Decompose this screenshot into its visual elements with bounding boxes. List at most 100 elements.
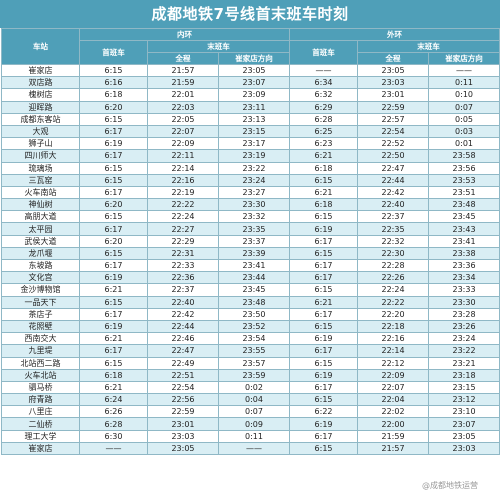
table-row: 双店路 6:16 21:59 23:07 6:34 23:03 0:11 (1, 76, 500, 90)
inner-first-cell: 6:21 (79, 332, 148, 346)
header-inner-full: 全程 (147, 52, 219, 65)
inner-last-full-cell: 21:59 (147, 76, 219, 90)
table-row: 花照壁 6:19 22:44 23:52 6:15 22:18 23:26 (1, 319, 500, 334)
header-inner-last-train: 末班车 (146, 40, 291, 53)
header-outer-first-train: 首班车 (289, 40, 359, 65)
header-outer-loop: 外环 (289, 28, 500, 41)
table-row: 崔家店 —— 23:05 —— 6:15 21:57 23:03 (1, 441, 500, 456)
inner-last-cuijia-cell: 23:44 (217, 271, 291, 285)
table-row: 东坡路 6:17 22:33 23:41 6:17 22:28 23:36 (1, 258, 500, 273)
outer-last-full-cell: 21:57 (357, 441, 430, 456)
station-name-cell: 槐树店 (1, 88, 80, 102)
inner-last-full-cell: 22:33 (147, 258, 219, 273)
outer-last-cuijia-cell: 23:21 (428, 356, 500, 370)
inner-first-cell: 6:15 (79, 356, 148, 370)
inner-first-cell: 6:24 (79, 393, 148, 407)
inner-last-cuijia-cell: 0:04 (217, 393, 291, 407)
station-name-cell: 二仙桥 (1, 417, 80, 431)
station-name-cell: 火车北站 (1, 368, 80, 382)
table-row: 二仙桥 6:28 23:01 0:09 6:19 22:00 23:07 (1, 417, 500, 431)
table-row: 三瓦窑 6:15 22:16 23:24 6:15 22:44 23:53 (1, 173, 500, 187)
inner-first-cell: 6:17 (79, 185, 148, 200)
inner-last-cuijia-cell: 23:32 (217, 210, 291, 224)
outer-last-cuijia-cell: 23:43 (428, 222, 500, 236)
outer-last-full-cell: 22:12 (357, 356, 430, 370)
inner-last-cuijia-cell: 23:35 (217, 222, 291, 236)
inner-last-cuijia-cell: 23:07 (217, 76, 291, 90)
inner-last-full-cell: 23:01 (147, 417, 219, 431)
inner-last-cuijia-cell: 23:37 (217, 234, 291, 248)
outer-last-cuijia-cell: 23:24 (428, 332, 500, 346)
header-inner-to-cuijia: 崔家店方向 (217, 52, 291, 65)
inner-last-cuijia-cell: 0:02 (217, 380, 291, 395)
table-row: 大观 6:17 22:07 23:15 6:25 22:54 0:03 (1, 124, 500, 139)
table-row: 四川师大 6:17 22:11 23:19 6:21 22:50 23:58 (1, 149, 500, 163)
outer-first-cell: 6:19 (289, 368, 359, 382)
inner-last-full-cell: 22:05 (147, 112, 219, 126)
inner-last-full-cell: 22:29 (147, 234, 219, 248)
outer-last-full-cell: 22:02 (357, 405, 430, 419)
station-name-cell: 驷马桥 (1, 380, 80, 395)
outer-last-cuijia-cell: 0:07 (428, 100, 500, 114)
outer-first-cell: 6:29 (289, 100, 359, 114)
outer-last-full-cell: 22:20 (357, 307, 430, 321)
outer-last-full-cell: 22:35 (357, 222, 430, 236)
inner-last-full-cell: 22:09 (147, 137, 219, 151)
outer-last-full-cell: 23:05 (357, 63, 430, 78)
outer-first-cell: 6:19 (289, 332, 359, 346)
outer-last-full-cell: 22:04 (357, 393, 430, 407)
header-outer-to-cuijia: 崔家店方向 (428, 52, 500, 65)
outer-first-cell: 6:17 (289, 380, 359, 395)
outer-first-cell: 6:19 (289, 222, 359, 236)
table-row: 火车北站 6:18 22:51 23:59 6:19 22:09 23:18 (1, 368, 500, 382)
inner-first-cell: 6:16 (79, 76, 148, 90)
outer-first-cell: 6:17 (289, 307, 359, 321)
watermark: @成都地铁运营 (422, 481, 478, 490)
outer-last-cuijia-cell: 23:41 (428, 234, 500, 248)
table-row: 琉璃场 6:15 22:14 23:22 6:18 22:47 23:56 (1, 161, 500, 175)
inner-last-cuijia-cell: 23:41 (217, 258, 291, 273)
outer-last-cuijia-cell: 23:48 (428, 198, 500, 212)
outer-first-cell: 6:22 (289, 405, 359, 419)
table-row: 龙爪堰 6:15 22:31 23:39 6:15 22:30 23:38 (1, 246, 500, 261)
table-row: 武侯大道 6:20 22:29 23:37 6:17 22:32 23:41 (1, 234, 500, 248)
outer-last-cuijia-cell: 23:51 (428, 185, 500, 200)
inner-first-cell: 6:19 (79, 271, 148, 285)
inner-last-cuijia-cell: 23:52 (217, 319, 291, 334)
inner-last-full-cell: 22:54 (147, 380, 219, 395)
inner-last-full-cell: 23:05 (147, 441, 219, 456)
outer-last-full-cell: 22:30 (357, 246, 430, 261)
outer-first-cell: 6:15 (289, 319, 359, 334)
inner-last-full-cell: 21:57 (147, 63, 219, 78)
station-name-cell: 西南交大 (1, 332, 80, 346)
inner-last-cuijia-cell: 23:54 (217, 332, 291, 346)
outer-first-cell: 6:21 (289, 295, 359, 309)
outer-first-cell: 6:15 (289, 356, 359, 370)
outer-last-cuijia-cell: 23:12 (428, 393, 500, 407)
station-name-cell: 双店路 (1, 76, 80, 90)
outer-last-full-cell: 22:54 (357, 124, 430, 139)
inner-last-full-cell: 22:59 (147, 405, 219, 419)
table-row: 理工大学 6:30 23:03 0:11 6:17 21:59 23:05 (1, 429, 500, 443)
outer-last-full-cell: 22:28 (357, 258, 430, 273)
inner-last-cuijia-cell: 23:11 (217, 100, 291, 114)
inner-first-cell: 6:21 (79, 380, 148, 395)
station-name-cell: 琉璃场 (1, 161, 80, 175)
table-row: 金沙博物馆 6:21 22:37 23:45 6:15 22:24 23:33 (1, 283, 500, 297)
station-name-cell: 火车南站 (1, 185, 80, 200)
outer-first-cell: 6:23 (289, 137, 359, 151)
outer-last-cuijia-cell: 23:28 (428, 307, 500, 321)
header-inner-first-train: 首班车 (79, 40, 148, 65)
outer-last-full-cell: 22:22 (357, 295, 430, 309)
outer-last-full-cell: 23:03 (357, 76, 430, 90)
station-name-cell: 理工大学 (1, 429, 80, 443)
inner-last-cuijia-cell: 23:48 (217, 295, 291, 309)
inner-last-cuijia-cell: 0:07 (217, 405, 291, 419)
inner-last-cuijia-cell: 23:24 (217, 173, 291, 187)
inner-first-cell: 6:21 (79, 283, 148, 297)
inner-first-cell: 6:20 (79, 198, 148, 212)
outer-last-full-cell: 22:14 (357, 344, 430, 358)
inner-first-cell: 6:30 (79, 429, 148, 443)
outer-first-cell: 6:18 (289, 161, 359, 175)
station-name-cell: 高朋大道 (1, 210, 80, 224)
